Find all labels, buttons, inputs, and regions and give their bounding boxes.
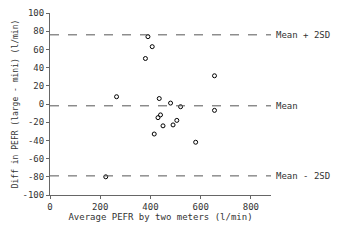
svg-text:-100: -100 (23, 190, 45, 200)
svg-text:Average PEFR by two meters (l/: Average PEFR by two meters (l/min) (68, 212, 252, 222)
svg-text:Mean - 2SD: Mean - 2SD (276, 171, 330, 181)
svg-text:40: 40 (33, 63, 44, 73)
svg-text:60: 60 (33, 45, 44, 55)
svg-text:0: 0 (39, 99, 44, 109)
svg-text:100: 100 (28, 8, 44, 18)
svg-text:-20: -20 (28, 117, 44, 127)
svg-text:-80: -80 (28, 172, 44, 182)
svg-text:Diff in PEFR (large - mini) (l: Diff in PEFR (large - mini) (l/min) (11, 20, 20, 189)
svg-text:0: 0 (47, 202, 52, 212)
svg-text:400: 400 (142, 202, 158, 212)
svg-text:600: 600 (193, 202, 209, 212)
svg-text:-60: -60 (28, 154, 44, 164)
svg-text:200: 200 (92, 202, 108, 212)
svg-text:80: 80 (33, 26, 44, 36)
svg-text:-40: -40 (28, 136, 44, 146)
svg-text:Mean + 2SD: Mean + 2SD (276, 30, 330, 40)
svg-text:Mean: Mean (276, 101, 298, 111)
svg-text:20: 20 (33, 81, 44, 91)
svg-text:800: 800 (243, 202, 259, 212)
